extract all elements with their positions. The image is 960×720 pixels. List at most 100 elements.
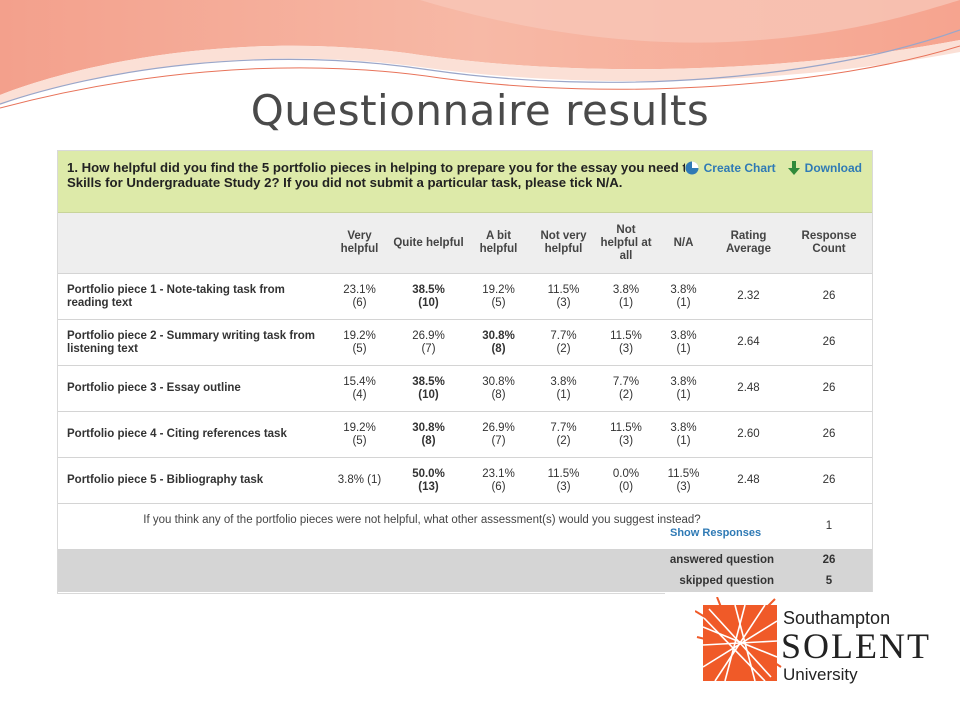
row-label: Portfolio piece 1 - Note-taking task fro… [58,273,328,320]
response-percent: 50.0% [412,467,445,480]
create-chart-button[interactable]: Create Chart [685,161,776,175]
skipped-label: skipped question [58,571,786,592]
skipped-row: skipped question 5 [58,571,872,592]
column-header: Rating Average [711,213,786,274]
response-cell: 19.2% (5) [328,319,391,366]
rating-average: 2.60 [711,411,786,458]
open-question-cell: If you think any of the portfolio pieces… [58,503,786,550]
question-actions: Create Chart Download [684,161,862,175]
table-row: Portfolio piece 5 - Bibliography task 3.8… [58,457,872,504]
response-count: (3) [618,434,634,447]
response-cell: 11.5% (3) [596,319,656,366]
open-question-text: If you think any of the portfolio pieces… [143,513,701,526]
response-cell: 19.2% (5) [466,273,531,320]
response-count-total: 26 [786,457,872,504]
response-cell: 30.8% (8) [391,411,466,458]
response-count: (8) [491,342,506,355]
response-percent: 19.2% [343,421,376,434]
response-percent: 38.5% [412,283,445,296]
rating-average: 2.32 [711,273,786,320]
response-percent: 11.5% [610,421,642,434]
response-percent: 11.5% [610,329,642,342]
response-count: (7) [491,434,506,447]
response-cell: 11.5% (3) [596,411,656,458]
response-percent: 11.5% [547,283,580,296]
download-button[interactable]: Download [787,161,862,175]
answered-row: answered question 26 [58,549,872,571]
response-percent: 3.8% [612,283,640,296]
pie-chart-icon [685,161,699,175]
column-header: N/A [656,213,711,274]
response-cell: 7.7% (2) [531,319,596,366]
row-label: Portfolio piece 2 - Summary writing task… [58,319,328,366]
response-cell: 3.8% (1) [656,319,711,366]
response-cell: 3.8% (1) [656,411,711,458]
download-label: Download [804,161,862,175]
survey-results-panel: 1. How helpful did you find the 5 portfo… [57,150,873,594]
response-percent: 23.1% [482,467,515,480]
response-percent: 0.0% [612,467,640,480]
response-percent: 30.8% [482,329,515,342]
table-row: Portfolio piece 1 - Note-taking task fro… [58,273,872,320]
response-count: (5) [352,434,367,447]
response-cell: 0.0% (0) [596,457,656,504]
response-count-total: 26 [786,365,872,412]
response-percent: 3.8% [670,329,697,342]
response-count: (1) [676,434,691,447]
response-count: (13) [418,480,439,493]
open-question-row: If you think any of the portfolio pieces… [58,503,872,550]
response-percent: 3.8% (1) [337,474,382,486]
response-count: (5) [352,342,367,355]
response-count: (3) [676,480,691,493]
response-cell: 26.9% (7) [391,319,466,366]
logo-line-3: University [783,665,858,684]
column-header: Not helpful at all [596,213,656,274]
response-percent: 19.2% [482,283,515,296]
response-count: (1) [556,388,571,401]
response-cell: 19.2% (5) [328,411,391,458]
column-header: Not very helpful [531,213,596,274]
column-header: Response Count [786,213,872,274]
response-cell: 30.8% (8) [466,365,531,412]
response-percent: 30.8% [412,421,445,434]
response-percent: 11.5% [547,467,580,480]
response-cell: 7.7% (2) [531,411,596,458]
response-percent: 3.8% [670,421,697,434]
column-header: Quite helpful [391,213,466,274]
response-percent: 11.5% [667,467,700,480]
response-count-total: 26 [786,273,872,320]
answered-label: answered question [58,549,786,571]
response-cell: 23.1% (6) [466,457,531,504]
open-question-count: 1 [786,503,872,550]
table-row: Portfolio piece 2 - Summary writing task… [58,319,872,366]
response-cell: 50.0% (13) [391,457,466,504]
response-percent: 3.8% [550,375,577,388]
response-cell: 11.5% (3) [656,457,711,504]
slide-title: Questionnaire results [250,86,710,135]
response-percent: 26.9% [482,421,515,434]
response-cell: 11.5% (3) [531,273,596,320]
response-count: (3) [618,342,634,355]
response-count: (3) [556,296,571,309]
response-count: (8) [421,434,436,447]
response-percent: 23.1% [343,283,376,296]
response-count: (10) [418,296,439,309]
response-count: (6) [491,480,506,493]
rating-average: 2.64 [711,319,786,366]
table-row: Portfolio piece 3 - Essay outline 15.4% (4… [58,365,872,412]
response-cell: 3.8% (1) [328,457,391,504]
logo-line-2: SOLENT [781,626,931,666]
response-cell: 15.4% (4) [328,365,391,412]
response-cell: 30.8% (8) [466,319,531,366]
show-responses-link[interactable]: Show Responses [670,526,762,539]
response-cell: 3.8% (1) [531,365,596,412]
column-header: A bit helpful [466,213,531,274]
university-logo: Southampton SOLENT University [665,592,937,702]
answered-value: 26 [786,549,872,571]
response-count: (2) [618,388,634,401]
download-arrow-icon [787,161,800,175]
solent-logo-mark [695,597,782,682]
response-cell: 3.8% (1) [656,365,711,412]
response-percent: 38.5% [412,375,445,388]
response-count-total: 26 [786,411,872,458]
